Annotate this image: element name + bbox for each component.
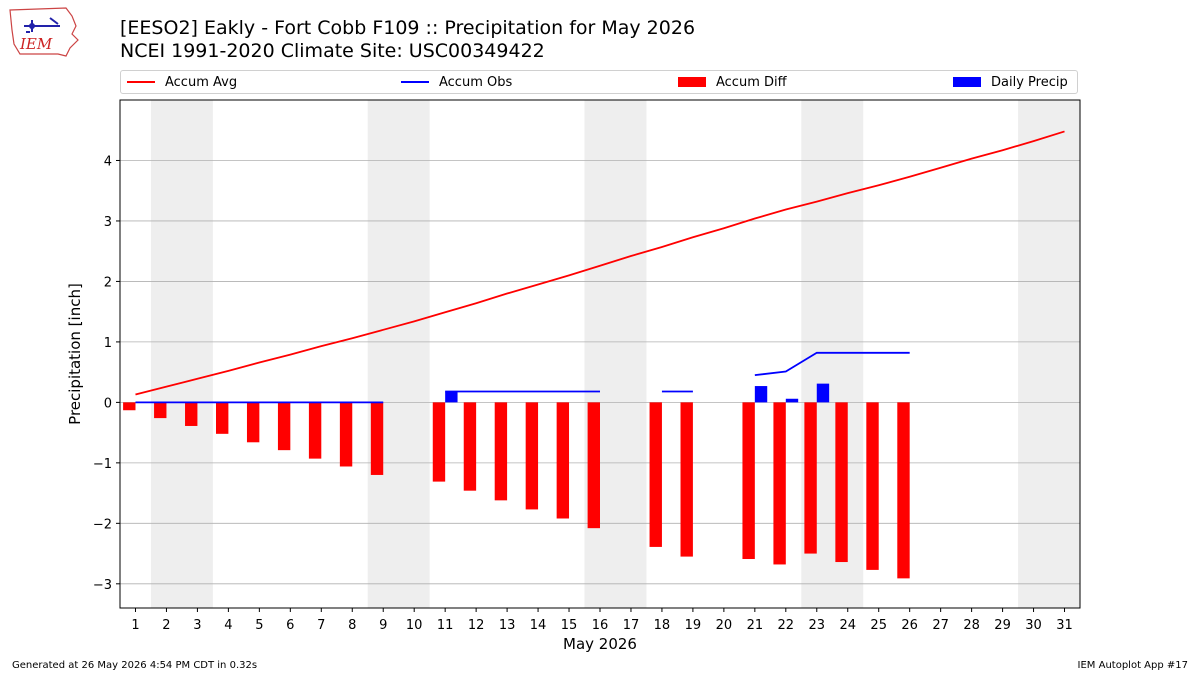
legend-item-daily-precip: Daily Precip bbox=[953, 71, 1068, 93]
x-tick-label-2: 2 bbox=[162, 618, 170, 633]
legend: Accum Avg Accum Obs Accum Diff Daily Pre… bbox=[120, 70, 1078, 94]
accum-diff-bar-day-18 bbox=[649, 402, 662, 547]
legend-item-accum-obs: Accum Obs bbox=[401, 71, 512, 93]
legend-swatch-accum-avg bbox=[127, 81, 155, 83]
y-tick-label-3: 3 bbox=[104, 215, 112, 230]
legend-swatch-daily-precip bbox=[953, 77, 981, 87]
accum-diff-bar-day-1 bbox=[123, 402, 136, 411]
accum-diff-bar-day-12 bbox=[463, 402, 477, 491]
y-tick-label--1: −1 bbox=[93, 457, 112, 472]
accum-avg-line bbox=[135, 130, 1065, 396]
accum-diff-bar-day-8 bbox=[339, 402, 353, 467]
accum-diff-bar-day-22 bbox=[773, 402, 786, 565]
y-axis-label: Precipitation [inch] bbox=[66, 283, 84, 425]
x-tick-label-3: 3 bbox=[193, 618, 201, 633]
y-tick-label-0: 0 bbox=[104, 396, 112, 411]
daily-precip-bar-day-22 bbox=[785, 398, 799, 403]
x-tick-label-29: 29 bbox=[994, 618, 1011, 633]
chart-subtitle: NCEI 1991-2020 Climate Site: USC00349422 bbox=[120, 40, 545, 62]
weekend-shade-30 bbox=[1018, 100, 1080, 608]
accum-obs-line-segment-4 bbox=[754, 351, 910, 377]
x-tick-label-7: 7 bbox=[317, 618, 325, 633]
y-tick-label-4: 4 bbox=[104, 154, 112, 169]
accum-diff-bar-day-24 bbox=[835, 402, 848, 563]
x-tick-label-24: 24 bbox=[839, 618, 856, 633]
x-tick-label-8: 8 bbox=[348, 618, 356, 633]
footer-generated: Generated at 26 May 2026 4:54 PM CDT in … bbox=[12, 660, 258, 671]
x-tick-label-25: 25 bbox=[870, 618, 887, 633]
accum-diff-bar-day-7 bbox=[308, 402, 322, 459]
x-tick-label-5: 5 bbox=[255, 618, 263, 633]
accum-diff-bar-day-15 bbox=[556, 402, 570, 519]
x-tick-label-13: 13 bbox=[499, 618, 516, 633]
accum-diff-bar-day-13 bbox=[494, 402, 508, 501]
weekend-shade-2 bbox=[150, 100, 213, 608]
x-tick-label-30: 30 bbox=[1025, 618, 1042, 633]
accum-diff-bar-day-25 bbox=[866, 402, 879, 570]
y-tick-label-1: 1 bbox=[104, 336, 112, 351]
daily-precip-bar-day-11 bbox=[445, 391, 458, 403]
x-tick-label-22: 22 bbox=[778, 618, 795, 633]
x-tick-label-12: 12 bbox=[468, 618, 485, 633]
x-tick-label-15: 15 bbox=[561, 618, 578, 633]
x-tick-label-14: 14 bbox=[530, 618, 547, 633]
iowa-state-outline bbox=[9, 7, 79, 57]
x-tick-label-9: 9 bbox=[379, 618, 387, 633]
x-tick-label-20: 20 bbox=[716, 618, 733, 633]
y-tick-label-2: 2 bbox=[104, 275, 112, 290]
x-tick-label-27: 27 bbox=[932, 618, 949, 633]
logo-text: IEM bbox=[19, 35, 53, 53]
accum-diff-bar-day-6 bbox=[277, 402, 291, 451]
x-tick-label-4: 4 bbox=[224, 618, 232, 633]
legend-label-accum-avg: Accum Avg bbox=[165, 74, 238, 90]
legend-item-accum-avg: Accum Avg bbox=[127, 71, 237, 93]
x-tick-label-19: 19 bbox=[685, 618, 702, 633]
daily-precip-bar-day-23 bbox=[816, 383, 830, 403]
y-tick-label--3: −3 bbox=[93, 578, 112, 593]
accum-diff-bar-day-11 bbox=[432, 402, 446, 482]
chart-title: [EESO2] Eakly - Fort Cobb F109 :: Precip… bbox=[120, 17, 696, 39]
x-tick-label-23: 23 bbox=[809, 618, 826, 633]
accum-diff-bar-day-14 bbox=[525, 402, 539, 510]
x-tick-label-17: 17 bbox=[623, 618, 640, 633]
accum-diff-bar-day-26 bbox=[897, 402, 910, 579]
accum-diff-bar-day-23 bbox=[804, 402, 817, 554]
legend-label-daily-precip: Daily Precip bbox=[991, 74, 1068, 90]
legend-label-accum-diff: Accum Diff bbox=[716, 74, 787, 90]
legend-label-accum-obs: Accum Obs bbox=[439, 74, 513, 90]
accum-diff-bar-day-3 bbox=[185, 402, 198, 426]
x-tick-label-16: 16 bbox=[592, 618, 609, 633]
footer-app: IEM Autoplot App #17 bbox=[1077, 660, 1188, 671]
legend-item-accum-diff: Accum Diff bbox=[678, 71, 787, 93]
accum-diff-bar-day-9 bbox=[370, 402, 384, 475]
legend-swatch-accum-diff bbox=[678, 77, 706, 87]
x-tick-label-6: 6 bbox=[286, 618, 294, 633]
weekend-shade-9 bbox=[367, 100, 430, 608]
x-tick-label-1: 1 bbox=[131, 618, 139, 633]
weekend-shade-16 bbox=[584, 100, 647, 608]
x-tick-label-18: 18 bbox=[654, 618, 671, 633]
accum-diff-bar-day-19 bbox=[680, 402, 693, 557]
accum-diff-bar-day-2 bbox=[154, 402, 167, 419]
iem-logo: IEM bbox=[9, 7, 79, 57]
daily-precip-bar-day-21 bbox=[754, 386, 768, 403]
accum-diff-bar-day-4 bbox=[216, 402, 229, 434]
x-tick-label-10: 10 bbox=[406, 618, 423, 633]
accum-diff-bar-day-21 bbox=[742, 402, 755, 560]
y-tick-label--2: −2 bbox=[93, 517, 112, 532]
x-axis-label: May 2026 bbox=[563, 635, 637, 653]
x-tick-label-11: 11 bbox=[437, 618, 454, 633]
x-tick-label-21: 21 bbox=[747, 618, 764, 633]
accum-diff-bar-day-16 bbox=[587, 402, 600, 529]
legend-swatch-accum-obs bbox=[401, 81, 429, 83]
x-tick-label-31: 31 bbox=[1056, 618, 1073, 633]
x-tick-label-26: 26 bbox=[901, 618, 918, 633]
accum-diff-bar-day-5 bbox=[246, 402, 260, 443]
x-tick-label-28: 28 bbox=[963, 618, 980, 633]
